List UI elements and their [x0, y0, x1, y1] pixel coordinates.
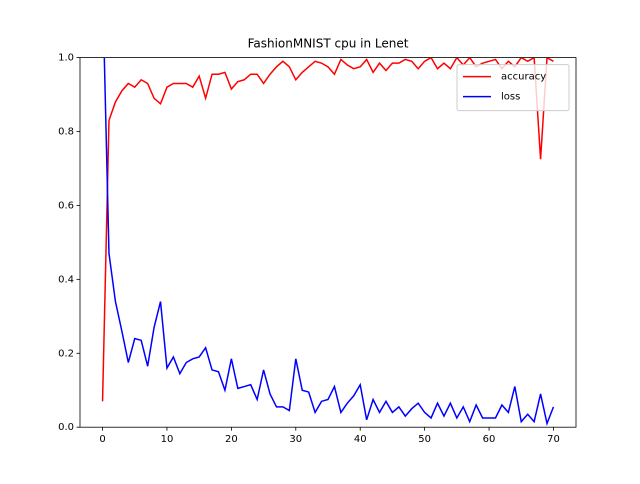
x-tick-label: 0 [99, 434, 105, 445]
x-tick-label: 70 [547, 434, 560, 445]
legend-label: accuracy [501, 72, 546, 83]
axes-frame [79, 57, 577, 428]
y-tick-label: 1.0 [58, 53, 74, 64]
x-tick-label: 10 [161, 434, 174, 445]
y-tick-label: 0.0 [58, 422, 74, 433]
y-tick-label: 0.2 [58, 348, 74, 359]
x-tick-label: 60 [483, 434, 496, 445]
line-series [103, 57, 555, 427]
x-tick-label: 40 [354, 434, 367, 445]
y-tick-label: 0.6 [58, 200, 74, 211]
y-tick-label: 0.8 [58, 127, 74, 138]
x-tick-label: 20 [225, 434, 238, 445]
y-tick-label: 0.4 [58, 274, 74, 285]
legend-label: loss [501, 92, 520, 103]
x-tick-label: 30 [289, 434, 302, 445]
x-tick-label: 50 [418, 434, 431, 445]
chart-title: FashionMNIST cpu in Lenet [248, 37, 409, 51]
